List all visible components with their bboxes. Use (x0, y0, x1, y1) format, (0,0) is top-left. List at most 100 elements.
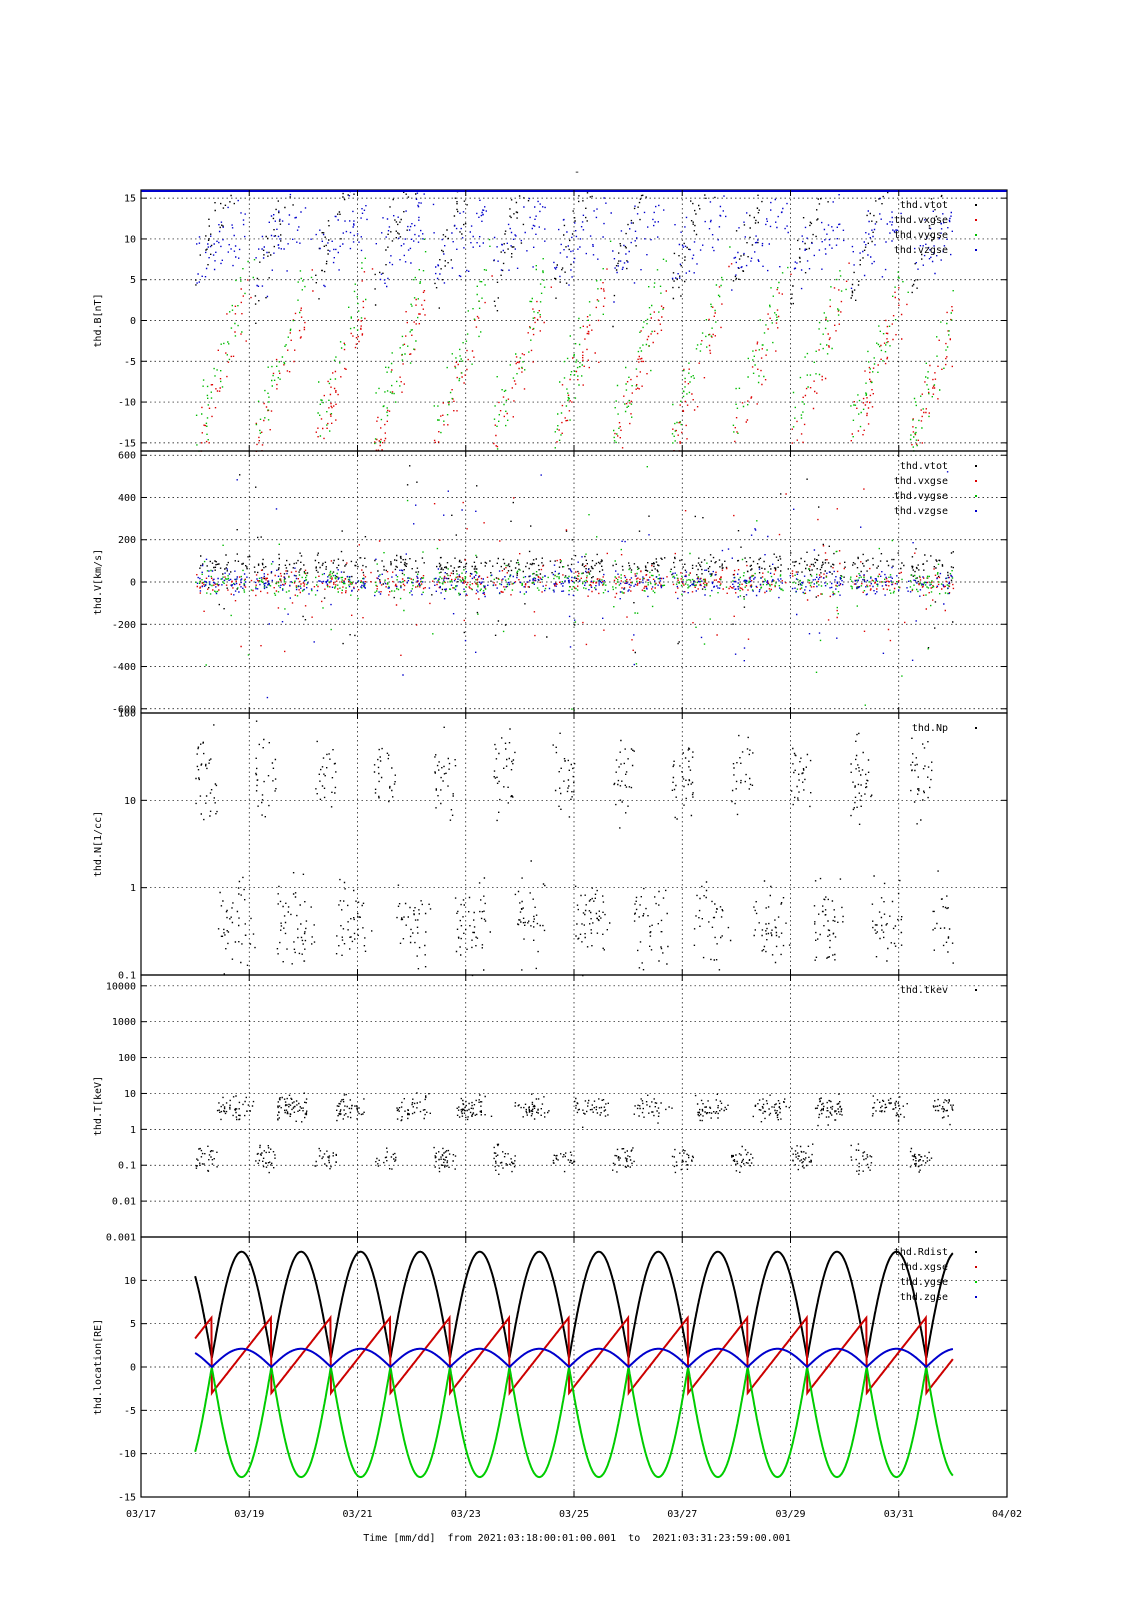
legend: thd.vtot thd.vxgse thd.vygse thd.vzgse (894, 461, 977, 517)
y-tick-label: 1 (130, 1125, 136, 1136)
legend-label: thd.vxgse (894, 215, 948, 226)
legend-label: thd.Rdist (894, 1247, 948, 1258)
series-points-vxgse (196, 488, 955, 656)
y-tick-label: -15 (118, 438, 136, 449)
legend-marker (975, 1251, 977, 1253)
x-axis-label: Time [mm/dd] from 2021:03:18:00:01:00.00… (363, 1533, 790, 1544)
x-tick-label: 03/29 (775, 1509, 805, 1520)
grid (141, 713, 1007, 975)
panel-Np: 100 10 1 0.1 thd.N[1/cc] thd.Np (93, 709, 1008, 982)
y-axis-label: thd.T[keV] (93, 1076, 104, 1136)
x-tick-label: 03/27 (667, 1509, 697, 1520)
y-tick-label: 0.1 (118, 1161, 136, 1172)
legend-marker (975, 219, 977, 221)
y-axis: 15 10 5 0 -5 -10 -15 (118, 190, 1008, 451)
y-tick-label: 10 (124, 1276, 136, 1287)
y-tick-label: -200 (112, 620, 136, 631)
y-tick-label: 15 (124, 194, 136, 205)
data-points (195, 1092, 954, 1175)
legend: thd.Np (912, 723, 977, 734)
series-points-Np (195, 720, 954, 977)
panel-Rdist: 1050-5-10-15thd.location[RE]thd.Rdistthd… (93, 1236, 1008, 1504)
legend-label: thd.vtot (900, 200, 948, 211)
y-tick-label: 0.01 (112, 1197, 136, 1208)
series-line-xgse (194, 1314, 954, 1396)
y-axis-label: thd.N[1/cc] (93, 811, 104, 877)
legend-label: thd.vtot (900, 461, 948, 472)
y-tick-label: 600 (118, 451, 136, 462)
y-tick-label: 10 (124, 234, 136, 245)
y-axis: 10000 1000 100 10 1 0.1 0.01 0.001 (106, 975, 1008, 1244)
legend-marker (975, 480, 977, 482)
x-tick-label: 03/17 (126, 1509, 156, 1520)
legend-marker (975, 204, 977, 206)
y-tick-label: 100 (118, 1053, 136, 1064)
y-tick-label: -600 (112, 704, 136, 715)
legend-label: thd.vzgse (894, 506, 948, 517)
grid (141, 190, 1007, 451)
data-layer (195, 1092, 954, 1175)
legend-label: thd.vzgse (894, 245, 948, 256)
figure-title: - (574, 167, 580, 178)
legend-marker (975, 1281, 977, 1283)
y-tick-label: 0 (130, 316, 136, 327)
legend-marker (975, 1266, 977, 1268)
legend-label: thd.zgse (900, 1292, 948, 1303)
y-tick-label: -10 (118, 1449, 136, 1460)
series-points-vzgse (196, 190, 953, 303)
legend-label: thd.vygse (894, 230, 948, 241)
y-axis-label: thd.location[RE] (93, 1319, 104, 1415)
y-tick-label: -5 (124, 357, 136, 368)
y-tick-label: -10 (118, 398, 136, 409)
x-tick-label: 04/02 (992, 1509, 1022, 1520)
data-layer (195, 190, 954, 452)
data-points (196, 488, 955, 656)
data-layer (195, 720, 954, 977)
y-tick-label: 1 (130, 883, 136, 894)
y-tick-label: 5 (130, 1319, 136, 1330)
legend-label: thd.Np (912, 723, 948, 734)
data-points (195, 466, 954, 711)
data-points (195, 238, 954, 452)
panel-vtot: 600 400 200 0 -200 -400 -600 thd.V[km/s] thd.vto… (93, 450, 1008, 715)
y-tick-label: 100 (118, 709, 136, 720)
legend-marker (975, 249, 977, 251)
y-tick-label: 0 (130, 578, 136, 589)
y-axis-label: thd.B[nT] (93, 293, 104, 347)
legend-label: thd.vxgse (894, 476, 948, 487)
legend-marker (975, 234, 977, 236)
y-tick-label: 0.1 (118, 971, 136, 982)
data-points (196, 190, 953, 303)
x-tick-label: 03/23 (451, 1509, 481, 1520)
series-points-vygse (195, 466, 954, 711)
data-points (199, 465, 954, 654)
series-points-vygse (195, 238, 954, 452)
data-layer (194, 1250, 954, 1479)
data-points (196, 471, 953, 699)
y-tick-label: -400 (112, 662, 136, 673)
y-tick-label: 10000 (106, 981, 136, 992)
data-layer (195, 465, 955, 711)
y-tick-label: 0.001 (106, 1233, 136, 1244)
y-axis: 10 5 0 -5 -10 -15 (118, 1237, 1008, 1504)
x-tick-label: 03/21 (342, 1509, 372, 1520)
y-tick-label: -5 (124, 1406, 136, 1417)
series-line-Rdist (194, 1250, 954, 1359)
series-points-vxgse (200, 262, 954, 452)
legend-marker (975, 1296, 977, 1298)
legend: thd.tkev (900, 985, 977, 996)
series-points-vtot (199, 465, 954, 654)
legend-marker (975, 989, 977, 991)
grid (141, 975, 1007, 1237)
legend: thd.vtot thd.vxgse thd.vygse thd.vzgse (894, 200, 977, 256)
y-axis: 600 400 200 0 -200 -400 -600 (112, 451, 1008, 715)
legend: thd.Rdist thd.xgse thd.ygse thd.zgse (894, 1247, 977, 1303)
y-axis-label: thd.V[km/s] (93, 549, 104, 615)
y-tick-label: 200 (118, 535, 136, 546)
y-tick-label: 400 (118, 493, 136, 504)
panel-vtot: 15 10 5 0 -5 -10 -15 thd.B[nT] thd.vtot thd.vxgse… (93, 189, 1008, 452)
y-tick-label: -15 (118, 1493, 136, 1504)
x-tick-label: 03/31 (884, 1509, 914, 1520)
data-points (195, 720, 954, 977)
